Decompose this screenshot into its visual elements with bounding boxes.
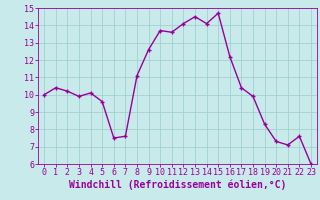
X-axis label: Windchill (Refroidissement éolien,°C): Windchill (Refroidissement éolien,°C)	[69, 180, 286, 190]
